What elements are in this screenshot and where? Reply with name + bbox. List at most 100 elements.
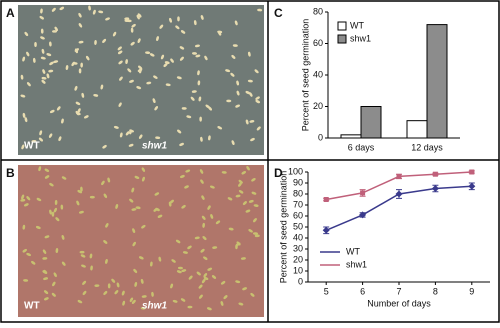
x-tick-label: 9 — [469, 286, 474, 296]
marker — [396, 173, 402, 179]
y-tick-label: 100 — [288, 166, 303, 176]
legend-swatch — [337, 21, 347, 31]
seed — [207, 267, 213, 271]
seed — [78, 210, 84, 214]
seed — [119, 76, 123, 81]
marker — [359, 211, 367, 219]
seed — [20, 198, 26, 202]
seed — [177, 129, 182, 134]
seed — [128, 143, 134, 147]
seed — [130, 27, 134, 33]
seed — [254, 234, 260, 238]
seed — [197, 70, 200, 76]
seed — [51, 7, 56, 12]
seed — [240, 257, 246, 260]
seed — [22, 248, 27, 253]
seed — [77, 300, 83, 304]
seed — [81, 264, 86, 268]
seed — [80, 254, 86, 258]
seed — [199, 116, 202, 122]
seed — [155, 136, 161, 140]
seed — [150, 261, 153, 267]
seed — [141, 167, 146, 172]
seed — [165, 83, 171, 87]
seed — [46, 53, 52, 57]
seeds — [20, 5, 263, 150]
seed — [41, 76, 47, 80]
y-tick-label: 20 — [293, 254, 303, 264]
seed — [75, 101, 81, 106]
seed — [42, 257, 48, 260]
seed — [74, 85, 78, 91]
seed — [163, 63, 168, 68]
seed — [114, 290, 119, 295]
seed — [20, 74, 24, 80]
seed — [192, 52, 198, 55]
seed — [55, 248, 59, 254]
seed — [223, 295, 228, 300]
legend-label: WT — [346, 246, 360, 256]
seed — [52, 30, 58, 33]
seed — [60, 204, 64, 210]
seed — [194, 44, 200, 48]
seed — [44, 290, 49, 294]
seed — [199, 294, 203, 299]
y-tick-label: 10 — [293, 265, 303, 275]
seed — [131, 187, 135, 193]
y-tick-label: 80 — [313, 6, 323, 16]
seed — [53, 272, 57, 278]
seed — [226, 99, 232, 103]
seed — [84, 115, 89, 119]
y-tick-label: 80 — [293, 188, 303, 198]
seed — [245, 209, 251, 213]
seed — [212, 246, 218, 249]
x-tick-label: 6 days — [348, 142, 375, 152]
seed — [49, 109, 55, 114]
seed — [146, 81, 152, 85]
seed — [54, 200, 58, 206]
seed — [234, 20, 238, 26]
seed — [138, 134, 143, 139]
seed — [255, 96, 260, 100]
seed — [201, 215, 206, 220]
seed — [77, 108, 81, 113]
seed — [253, 232, 258, 235]
seed — [130, 41, 135, 46]
seed — [227, 197, 233, 201]
photo-b — [18, 165, 264, 317]
seed — [102, 145, 107, 149]
seed — [121, 290, 125, 296]
seed — [21, 194, 25, 200]
seed — [38, 137, 43, 142]
seed — [250, 138, 255, 142]
seed — [27, 82, 31, 87]
seed — [131, 208, 137, 211]
seed — [154, 106, 158, 111]
seed — [203, 276, 209, 280]
seed — [105, 17, 110, 21]
y-tick-label: 70 — [293, 199, 303, 209]
seed — [157, 214, 163, 218]
seed — [238, 190, 244, 194]
seed — [26, 51, 30, 57]
seed — [74, 48, 78, 54]
seed — [82, 280, 87, 285]
seed — [228, 227, 234, 231]
seed — [175, 239, 181, 244]
seed — [247, 79, 253, 83]
seed — [116, 282, 120, 288]
seed — [78, 23, 83, 28]
seed — [232, 44, 238, 47]
seed — [235, 194, 241, 198]
seed — [48, 69, 54, 73]
seed — [61, 176, 67, 180]
seed — [43, 269, 48, 274]
seed — [49, 182, 54, 187]
seed — [208, 135, 211, 141]
seed — [134, 281, 138, 287]
seed — [35, 226, 41, 230]
seed — [198, 96, 202, 102]
seed — [44, 235, 50, 239]
seed — [172, 299, 178, 303]
seed — [169, 199, 174, 204]
